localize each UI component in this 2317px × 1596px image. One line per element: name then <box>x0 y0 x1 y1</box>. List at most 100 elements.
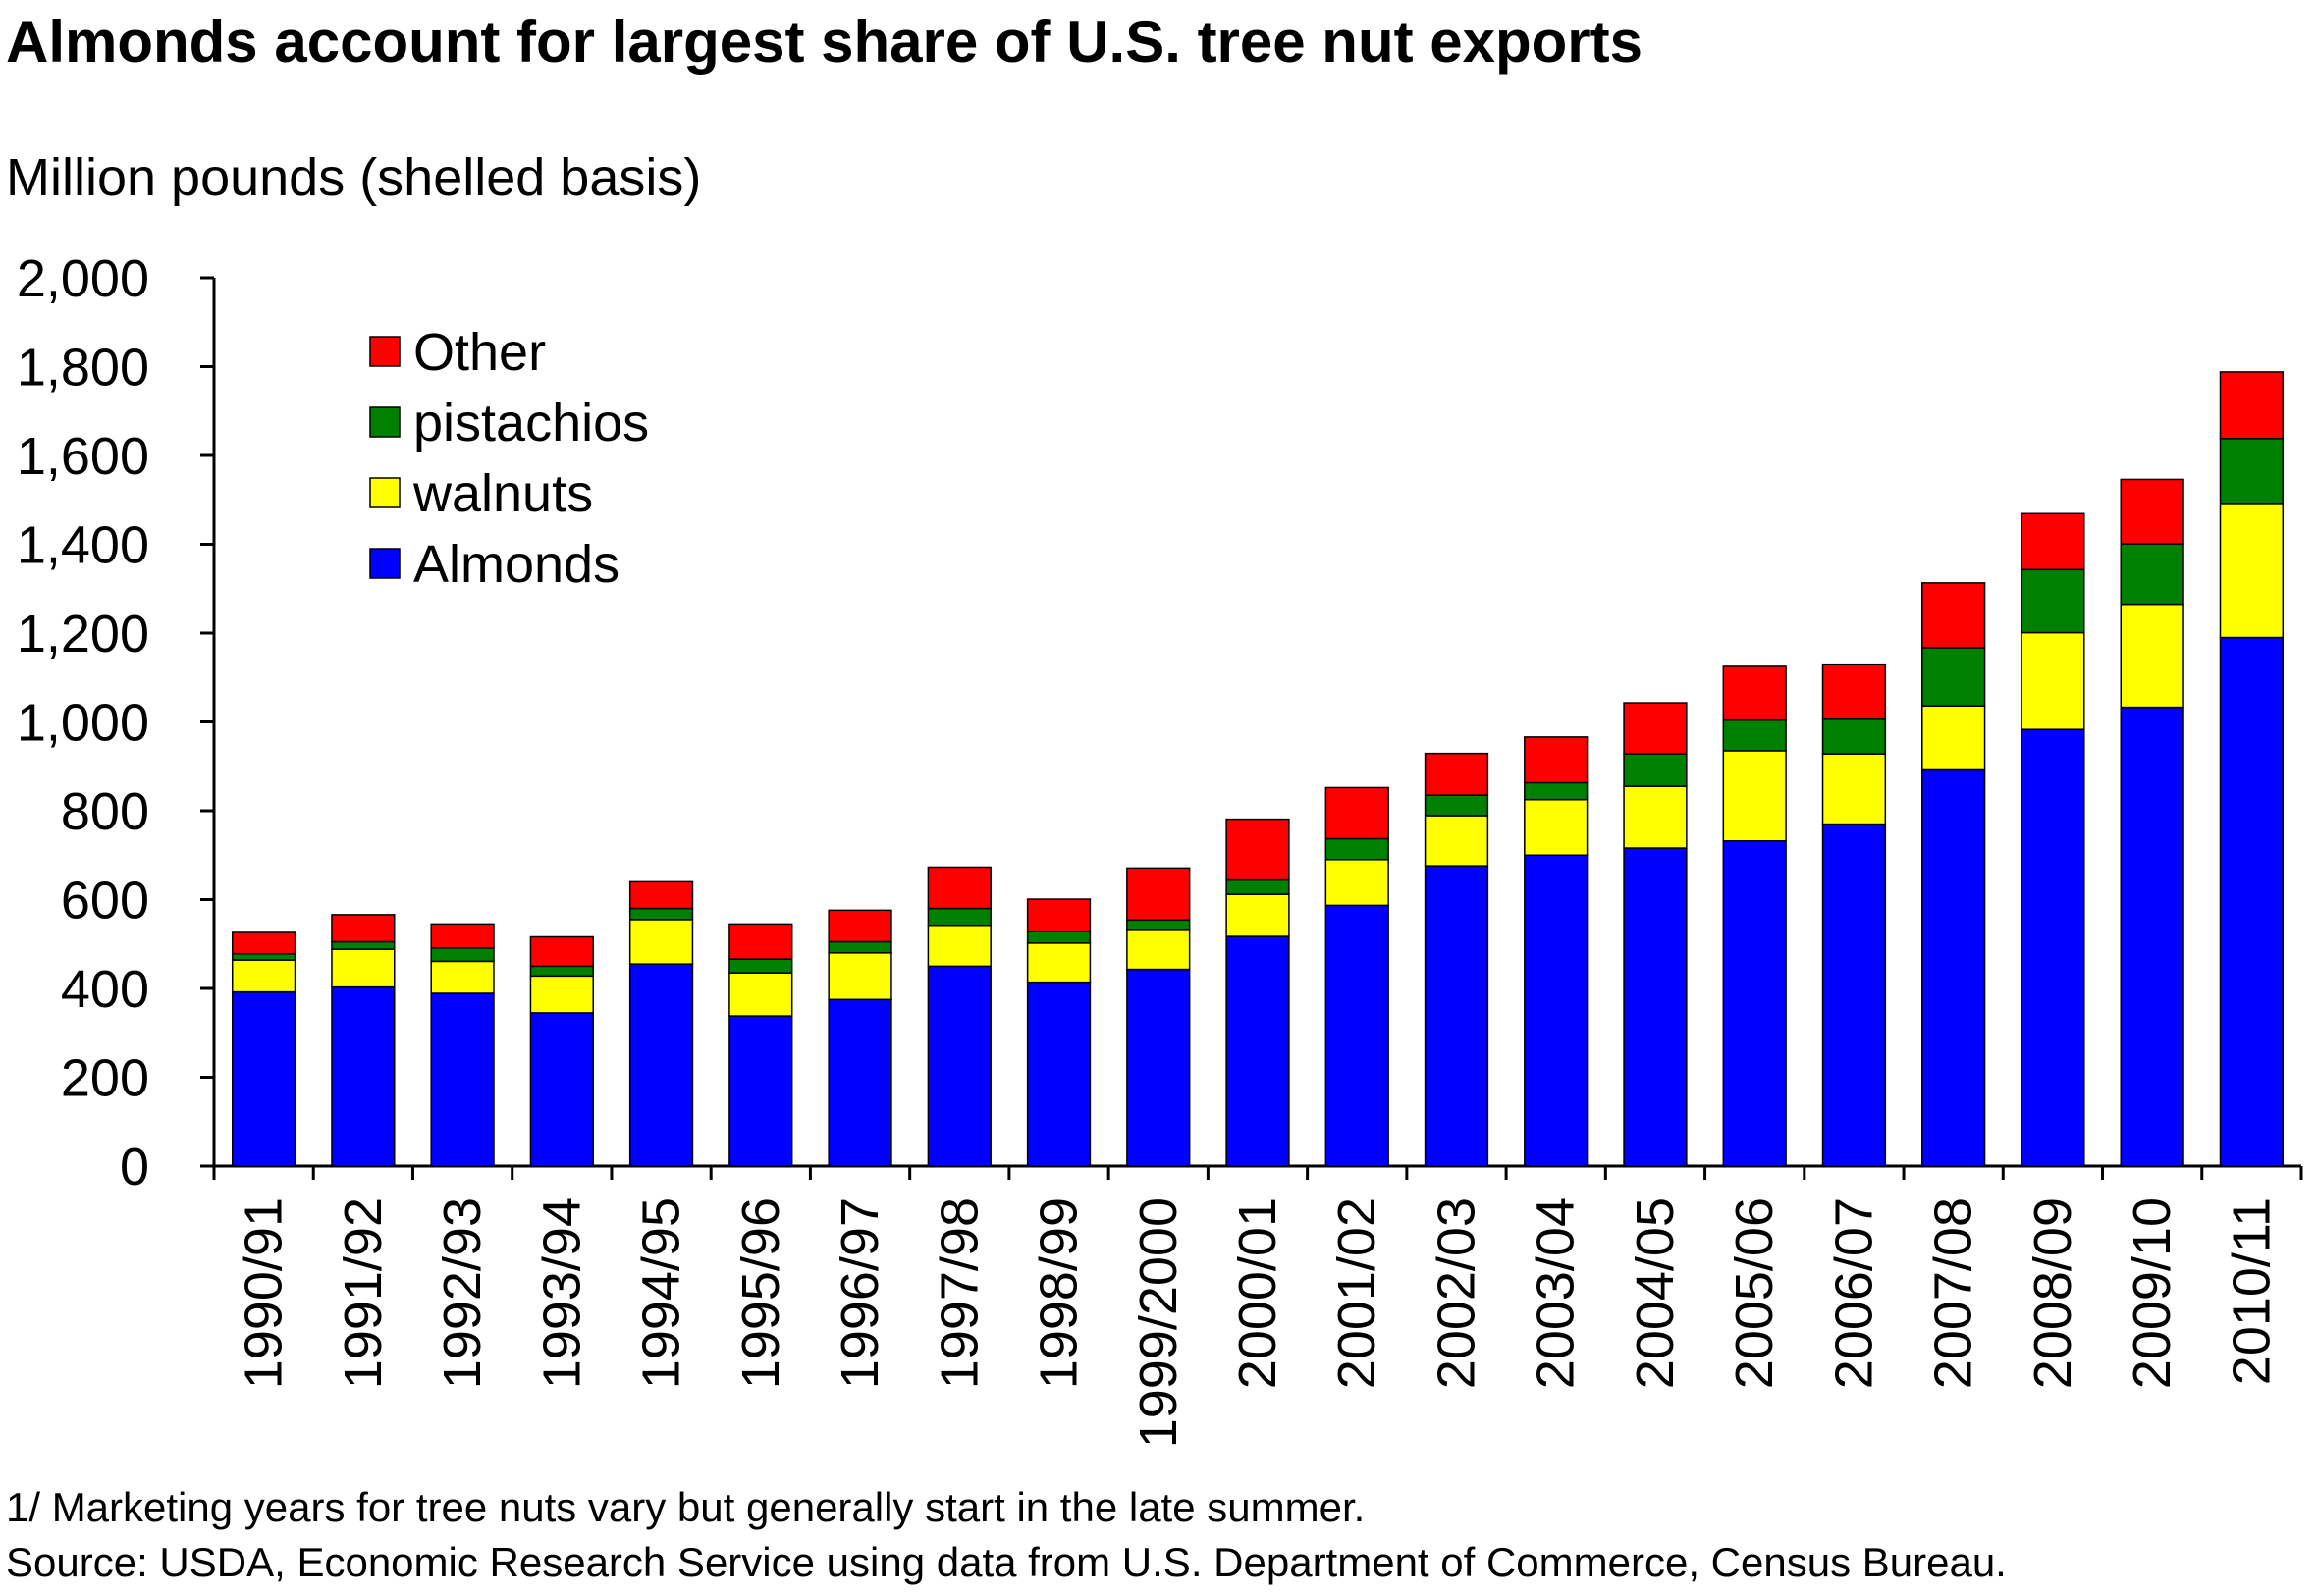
x-tick-label-1992-93: 1992/93 <box>433 1197 492 1389</box>
footnote: 1/ Marketing years for tree nuts vary bu… <box>6 1484 1366 1530</box>
x-tick-label-1999-2000: 1999/2000 <box>1129 1197 1188 1448</box>
bar-walnuts-2000-01 <box>1225 893 1290 937</box>
legend-item-walnuts: walnuts <box>369 464 593 523</box>
bar-walnuts-1994-95 <box>628 919 694 965</box>
bar-walnuts-1997-98 <box>927 924 992 968</box>
bar-pistachios-1990-91 <box>231 952 296 961</box>
bar-other-2001-02 <box>1324 786 1389 840</box>
legend-item-other: Other <box>369 323 546 382</box>
bar-walnuts-2003-04 <box>1524 798 1589 856</box>
bar-pistachios-1994-95 <box>628 907 694 921</box>
bar-other-1996-97 <box>828 909 892 943</box>
source-note: Source: USDA, Economic Research Service … <box>6 1539 2007 1585</box>
bar-pistachios-1998-99 <box>1026 931 1092 944</box>
bar-pistachios-1999-2000 <box>1126 919 1191 931</box>
bar-walnuts-2008-09 <box>2021 631 2085 730</box>
bar-pistachios-2005-06 <box>1722 718 1787 752</box>
bar-pistachios-2010-11 <box>2219 438 2285 505</box>
bar-almonds-1994-95 <box>628 963 694 1167</box>
legend-swatch-pistachios <box>369 406 401 438</box>
x-tick-label-1990-91: 1990/91 <box>235 1197 294 1389</box>
chart-title: Almonds account for largest share of U.S… <box>6 9 1643 75</box>
bar-pistachios-2008-09 <box>2021 568 2085 634</box>
bar-walnuts-1992-93 <box>430 960 495 994</box>
bar-pistachios-2000-01 <box>1225 878 1290 895</box>
bar-walnuts-2010-11 <box>2219 503 2285 639</box>
bar-pistachios-2002-03 <box>1424 794 1489 817</box>
x-tick-label-2009-10: 2009/10 <box>2123 1197 2182 1389</box>
bar-almonds-1993-94 <box>529 1012 594 1167</box>
bar-other-2006-07 <box>1821 663 1887 720</box>
bar-walnuts-1996-97 <box>828 952 892 1001</box>
y-tick-label: 1,800 <box>17 339 149 398</box>
bar-walnuts-1999-2000 <box>1126 929 1191 971</box>
y-tick-label: 1,600 <box>17 427 149 486</box>
bar-almonds-2006-07 <box>1821 823 1887 1167</box>
x-tick-label-2001-02: 2001/02 <box>1327 1197 1386 1389</box>
bar-other-2008-09 <box>2021 512 2085 571</box>
bar-other-2003-04 <box>1524 736 1589 784</box>
bar-walnuts-2009-10 <box>2120 603 2184 709</box>
bar-walnuts-2002-03 <box>1424 815 1489 867</box>
bar-almonds-2007-08 <box>1921 768 1986 1167</box>
x-tick-label-2006-07: 2006/07 <box>1824 1197 1883 1389</box>
bar-almonds-2003-04 <box>1524 854 1589 1167</box>
bar-other-2009-10 <box>2120 478 2184 545</box>
bar-almonds-2001-02 <box>1324 904 1389 1167</box>
y-tick-label: 1,400 <box>17 516 149 575</box>
legend-label-pistachios: pistachios <box>413 394 649 452</box>
x-tick-label-1991-92: 1991/92 <box>334 1197 393 1389</box>
y-tick-label: 1,000 <box>17 694 149 753</box>
legend-label-other: Other <box>413 323 546 382</box>
bar-walnuts-1995-96 <box>728 972 793 1017</box>
bar-pistachios-1997-98 <box>927 907 992 927</box>
legend-item-almonds: Almonds <box>369 535 620 594</box>
bar-other-1998-99 <box>1026 898 1092 932</box>
x-tick-label-1995-96: 1995/96 <box>731 1197 790 1389</box>
bar-other-2007-08 <box>1921 582 1986 649</box>
bar-almonds-2004-05 <box>1623 847 1688 1167</box>
bar-pistachios-2001-02 <box>1324 837 1389 861</box>
bar-almonds-1992-93 <box>430 992 495 1167</box>
bar-almonds-1991-92 <box>331 985 396 1167</box>
y-tick-label: 200 <box>61 1049 149 1108</box>
bar-walnuts-1991-92 <box>331 948 396 988</box>
bar-other-2010-11 <box>2219 371 2285 440</box>
legend-swatch-other <box>369 336 401 367</box>
bar-pistachios-2007-08 <box>1921 647 1986 707</box>
bar-pistachios-2004-05 <box>1623 753 1688 787</box>
bar-almonds-1996-97 <box>828 998 892 1167</box>
y-tick-label: 400 <box>61 960 149 1019</box>
bar-pistachios-1996-97 <box>828 940 892 954</box>
bar-almonds-1995-96 <box>728 1015 793 1167</box>
bar-other-1992-93 <box>430 923 495 949</box>
y-axis-unit-label: Million pounds (shelled basis) <box>6 148 702 207</box>
bar-other-2004-05 <box>1623 702 1688 755</box>
x-tick-label-2003-04: 2003/04 <box>1527 1197 1586 1389</box>
x-tick-label-2010-11: 2010/11 <box>2222 1197 2281 1385</box>
bar-almonds-2009-10 <box>2120 706 2184 1167</box>
bar-almonds-1990-91 <box>231 990 296 1167</box>
bar-other-1993-94 <box>529 935 594 968</box>
y-tick-label: 800 <box>61 782 149 841</box>
bar-other-1990-91 <box>231 931 296 955</box>
bar-almonds-2002-03 <box>1424 865 1489 1167</box>
bar-walnuts-2006-07 <box>1821 753 1887 825</box>
bar-other-1991-92 <box>331 914 396 943</box>
legend-item-pistachios: pistachios <box>369 394 649 452</box>
bar-pistachios-1992-93 <box>430 947 495 963</box>
bar-walnuts-2004-05 <box>1623 785 1688 849</box>
bar-other-1999-2000 <box>1126 867 1191 922</box>
x-tick-label-1994-95: 1994/95 <box>632 1197 691 1389</box>
bar-almonds-2005-06 <box>1722 840 1787 1167</box>
bar-almonds-1997-98 <box>927 965 992 1167</box>
bar-almonds-1999-2000 <box>1126 968 1191 1167</box>
legend-swatch-almonds <box>369 548 401 579</box>
bar-pistachios-1991-92 <box>331 940 396 950</box>
x-tick-label-2005-06: 2005/06 <box>1725 1197 1784 1389</box>
x-tick-label-2007-08: 2007/08 <box>1924 1197 1983 1389</box>
bar-almonds-2008-09 <box>2021 728 2085 1167</box>
x-axis: 1990/91 1991/92 1992/93 1993/94 1994/95 1995/… <box>212 1164 2303 1448</box>
legend-label-walnuts: walnuts <box>412 464 593 523</box>
